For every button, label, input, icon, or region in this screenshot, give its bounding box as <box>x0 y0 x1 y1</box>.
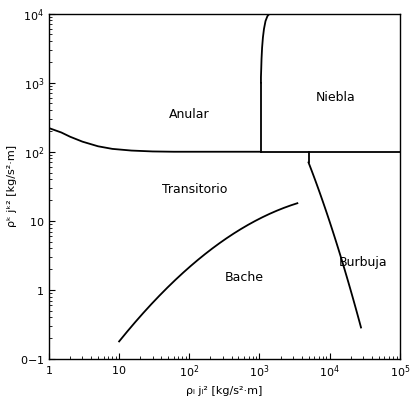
Text: Transitorio: Transitorio <box>162 183 228 196</box>
Text: Burbuja: Burbuja <box>339 256 387 269</box>
Text: Bache: Bache <box>224 271 264 284</box>
Text: Niebla: Niebla <box>315 91 355 104</box>
Text: Anular: Anular <box>169 108 210 120</box>
X-axis label: ρₗ jₗ² [kg/s²·m]: ρₗ jₗ² [kg/s²·m] <box>186 386 263 396</box>
Y-axis label: ρᵏ jᵏ² [kg/s²·m]: ρᵏ jᵏ² [kg/s²·m] <box>7 145 17 227</box>
